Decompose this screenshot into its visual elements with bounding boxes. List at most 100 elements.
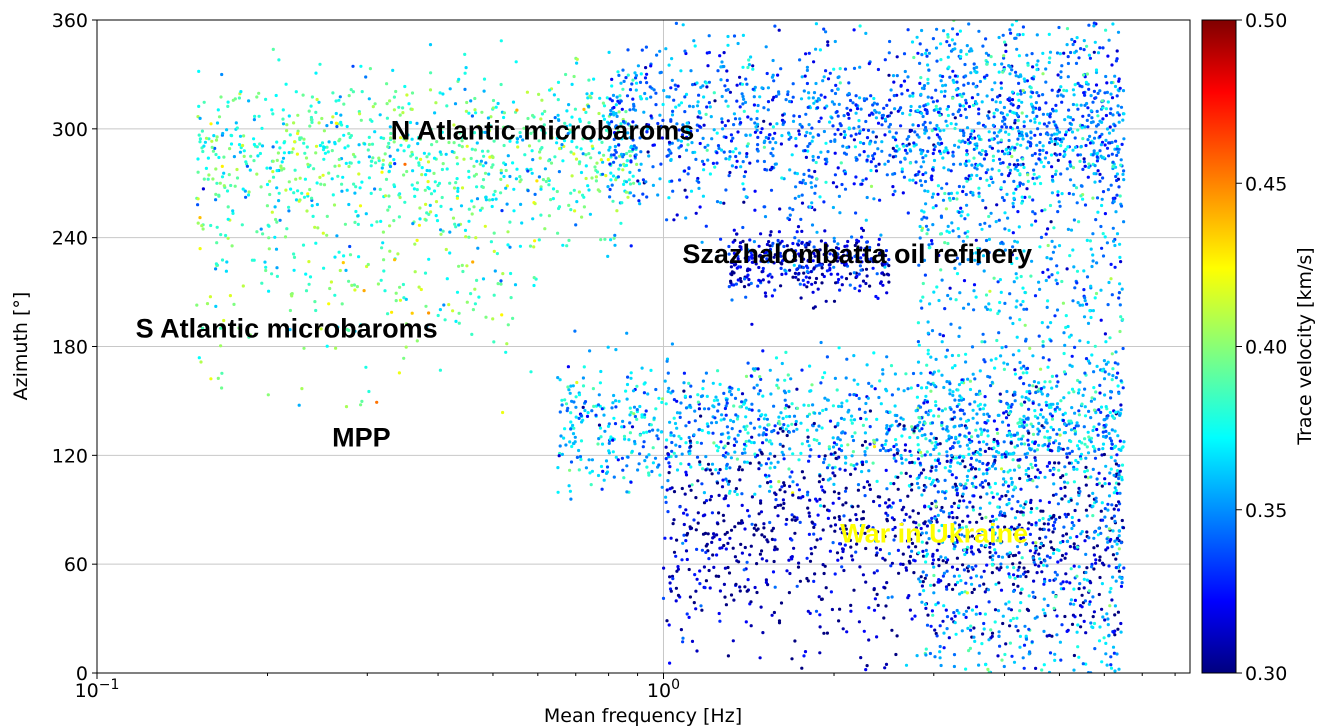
data-point xyxy=(665,154,669,158)
data-point xyxy=(743,527,747,531)
data-point xyxy=(831,466,835,470)
data-point xyxy=(214,198,218,202)
data-point xyxy=(979,432,983,437)
data-point xyxy=(674,554,678,558)
data-point xyxy=(764,413,768,417)
data-point xyxy=(777,480,781,484)
data-point xyxy=(913,559,917,563)
data-point xyxy=(708,105,712,109)
data-point xyxy=(794,136,798,141)
data-point xyxy=(1063,422,1067,426)
data-point xyxy=(418,206,422,210)
data-point xyxy=(809,256,813,260)
data-point xyxy=(895,451,900,455)
data-point xyxy=(695,104,700,108)
data-point xyxy=(962,499,966,503)
data-point xyxy=(457,143,461,147)
data-point xyxy=(604,174,608,178)
data-point xyxy=(631,389,636,393)
data-point xyxy=(770,275,774,279)
data-point xyxy=(704,455,708,459)
data-point xyxy=(337,98,341,102)
data-point xyxy=(1015,47,1019,51)
data-point xyxy=(1060,100,1064,104)
data-point xyxy=(1089,109,1093,113)
data-point xyxy=(728,170,732,175)
data-point xyxy=(385,116,389,120)
data-point xyxy=(758,448,762,452)
data-point xyxy=(637,199,641,203)
data-point xyxy=(675,468,680,472)
data-point xyxy=(557,170,562,174)
data-point xyxy=(1059,399,1063,403)
data-point xyxy=(1051,109,1055,113)
data-point xyxy=(546,177,550,181)
data-point xyxy=(590,91,594,95)
data-point xyxy=(844,456,848,460)
data-point xyxy=(804,155,809,159)
data-point xyxy=(231,98,235,102)
data-point xyxy=(874,116,879,120)
data-point xyxy=(753,492,757,496)
data-point xyxy=(501,272,505,276)
data-point xyxy=(946,429,950,433)
data-point xyxy=(499,39,503,43)
data-point xyxy=(475,278,479,282)
data-point xyxy=(573,329,577,333)
data-point xyxy=(370,159,374,163)
data-point xyxy=(450,150,454,154)
data-point xyxy=(607,148,611,152)
data-point xyxy=(720,120,724,124)
data-point xyxy=(710,421,714,425)
data-point xyxy=(957,383,962,387)
data-point xyxy=(1092,546,1096,550)
data-point xyxy=(461,269,465,274)
data-point xyxy=(969,467,974,471)
data-point xyxy=(470,212,474,216)
data-point xyxy=(974,85,978,89)
data-point xyxy=(738,589,742,593)
data-point xyxy=(413,194,417,198)
data-point xyxy=(832,490,837,494)
data-point xyxy=(762,159,767,164)
data-point xyxy=(439,228,443,232)
data-point xyxy=(742,97,746,101)
data-point xyxy=(685,513,689,517)
data-point xyxy=(508,245,512,249)
data-point xyxy=(987,414,991,418)
data-point xyxy=(568,440,572,444)
data-point xyxy=(628,88,633,92)
data-point xyxy=(951,27,955,31)
data-point xyxy=(1015,444,1020,448)
data-point xyxy=(328,286,332,291)
data-point xyxy=(727,244,731,249)
data-point xyxy=(766,481,770,485)
data-point xyxy=(971,103,976,107)
data-point xyxy=(967,606,971,610)
data-point xyxy=(265,204,269,208)
data-point xyxy=(639,150,643,154)
data-point xyxy=(811,306,816,310)
data-point xyxy=(784,427,788,431)
data-point xyxy=(896,387,901,391)
data-point xyxy=(821,375,825,380)
data-point xyxy=(943,496,948,500)
data-point xyxy=(779,411,783,415)
data-point xyxy=(630,449,634,453)
data-point xyxy=(634,73,639,78)
data-point xyxy=(864,401,868,406)
data-point xyxy=(702,168,706,172)
data-point xyxy=(670,141,674,145)
data-point xyxy=(457,311,461,315)
data-point xyxy=(839,444,844,448)
data-point xyxy=(830,100,835,104)
data-point xyxy=(506,323,510,327)
data-point xyxy=(1095,477,1099,481)
data-point xyxy=(781,453,786,457)
data-point xyxy=(715,161,719,165)
data-point xyxy=(768,233,772,237)
data-point xyxy=(613,144,618,149)
data-point xyxy=(483,130,487,134)
data-point xyxy=(987,482,991,486)
data-point xyxy=(795,267,799,272)
